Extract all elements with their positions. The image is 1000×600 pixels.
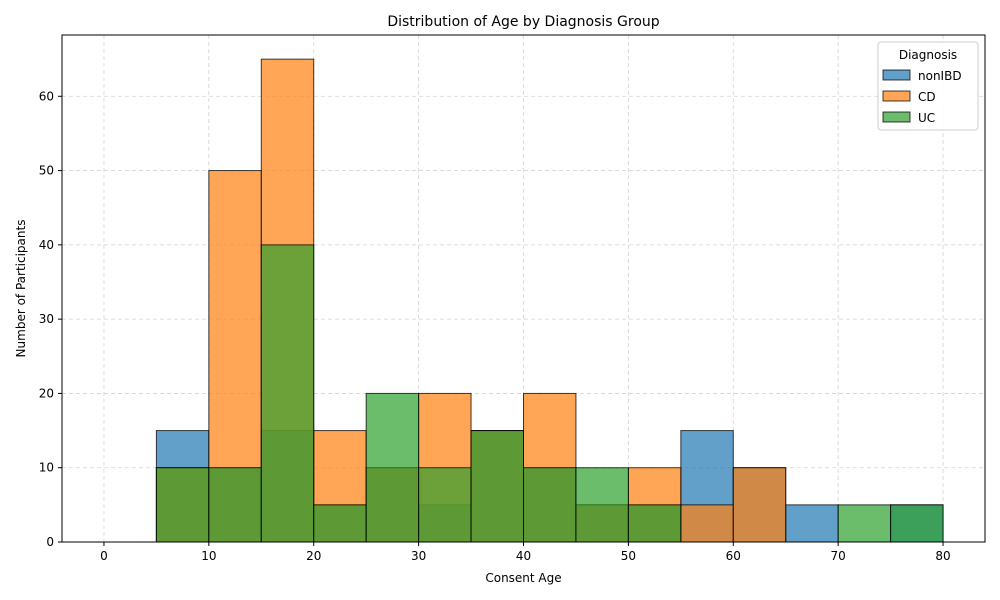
bar-cd-55-60 — [680, 504, 734, 543]
legend-swatch-nonibd — [882, 69, 911, 81]
legend-title: Diagnosis — [899, 48, 957, 62]
legend-label-nonibd: nonIBD — [918, 69, 962, 83]
legend-swatch-cd — [882, 90, 911, 102]
y-tick-label: 10 — [39, 461, 54, 475]
chart-title: Distribution of Age by Diagnosis Group — [387, 14, 659, 30]
legend-swatch-uc — [882, 111, 911, 123]
x-axis-label: Consent Age — [485, 571, 561, 585]
x-tick-label: 10 — [201, 549, 216, 563]
x-tick-label: 70 — [831, 549, 846, 563]
y-tick-label: 50 — [39, 164, 54, 178]
legend-box — [877, 41, 979, 131]
y-tick-label: 20 — [39, 386, 54, 400]
x-tick-label: 50 — [621, 549, 636, 563]
bar-uc-5-10 — [155, 467, 210, 543]
y-axis-label: Number of Participants — [14, 220, 28, 358]
y-tick-label: 0 — [46, 535, 54, 549]
bar-uc-20-25 — [313, 504, 367, 543]
bar-cd-60-65 — [732, 467, 787, 543]
y-tick-label: 60 — [39, 89, 54, 103]
x-tick-label: 80 — [935, 549, 950, 563]
ticks-layer: 0 10 20 30 40 50 60 70 80 0 10 20 30 40 50 60 — [39, 89, 951, 563]
bar-uc-50-55 — [627, 504, 682, 543]
bar-uc-35-40 — [470, 430, 525, 543]
legend-label-uc: UC — [918, 111, 935, 125]
legend: Diagnosis nonIBD CD UC — [877, 41, 979, 131]
legend-items: nonIBD CD UC — [882, 69, 962, 125]
bar-uc-30-35 — [418, 467, 472, 543]
y-tick-label: 30 — [39, 312, 54, 326]
bars-layer — [155, 58, 944, 543]
x-tick-label: 60 — [726, 549, 741, 563]
bar-uc-40-45 — [523, 467, 577, 543]
bar-uc-15-20 — [260, 244, 315, 543]
bar-uc-10-15 — [208, 467, 262, 543]
x-tick-label: 40 — [516, 549, 531, 563]
legend-label-cd: CD — [918, 90, 936, 104]
bar-uc-75-80 — [890, 504, 944, 543]
bar-nonibd-65-70 — [785, 504, 839, 543]
y-tick-label: 40 — [39, 238, 54, 252]
x-tick-label: 30 — [411, 549, 426, 563]
x-tick-label: 20 — [306, 549, 321, 563]
bar-uc-70-75 — [837, 504, 892, 543]
bar-uc-45-50 — [575, 467, 629, 543]
bar-uc-25-30 — [365, 392, 420, 543]
x-tick-label: 0 — [100, 549, 108, 563]
